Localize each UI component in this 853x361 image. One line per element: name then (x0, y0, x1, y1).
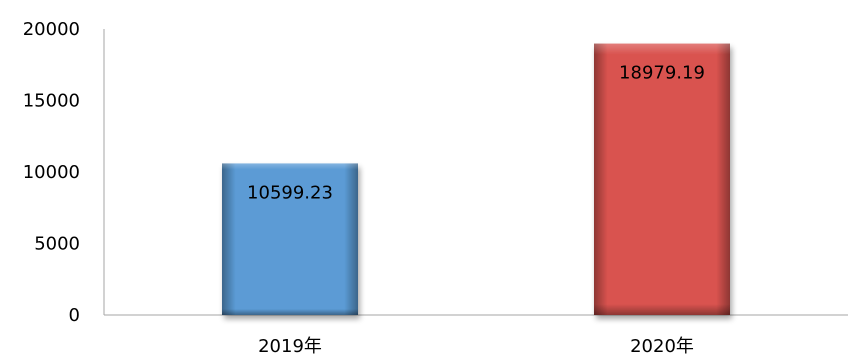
data-label: 10599.23 (247, 182, 333, 203)
y-axis-ticks: 0 5000 10000 15000 20000 (23, 19, 80, 326)
y-tick-label: 10000 (23, 162, 80, 183)
x-tick-label: 2020年 (630, 336, 694, 357)
bar-bevel-top (222, 163, 358, 315)
y-tick-label: 0 (69, 305, 80, 326)
y-tick-label: 15000 (23, 91, 80, 112)
y-tick-label: 5000 (34, 234, 80, 255)
bars: 10599.23 18979.19 (222, 43, 730, 315)
data-label: 18979.19 (619, 63, 705, 84)
y-tick-label: 20000 (23, 19, 80, 40)
bar-group (222, 163, 358, 315)
bar-group (594, 43, 730, 315)
axes (103, 29, 848, 316)
x-axis-labels: 2019年 2020年 (258, 336, 694, 357)
bar-bevel-top (594, 43, 730, 315)
x-tick-label: 2019年 (258, 336, 322, 357)
